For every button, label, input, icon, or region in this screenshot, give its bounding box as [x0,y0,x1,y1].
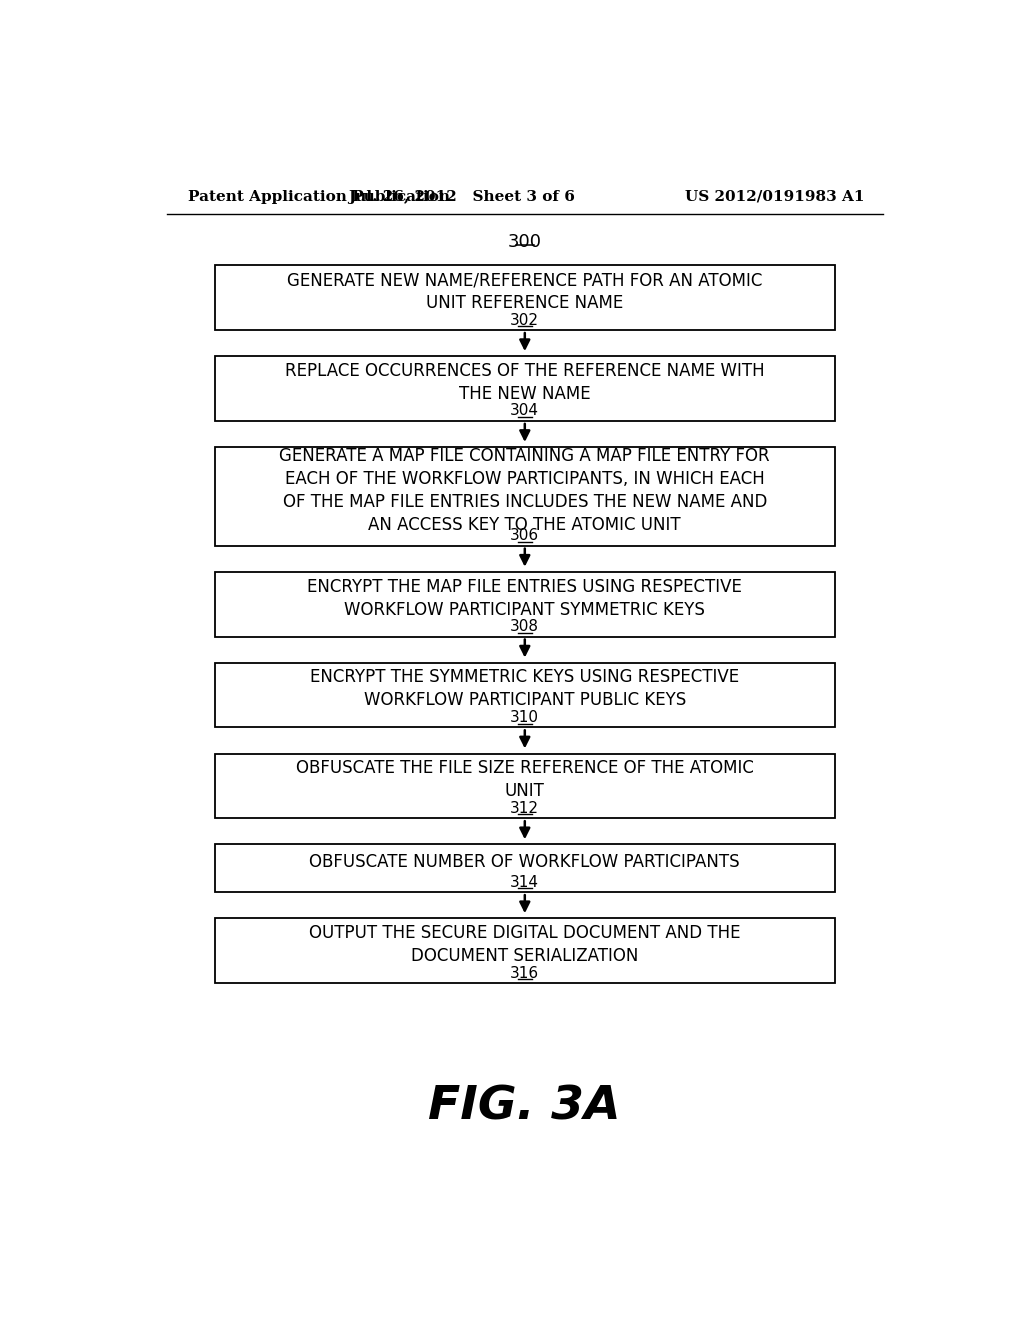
Text: OBFUSCATE THE FILE SIZE REFERENCE OF THE ATOMIC
UNIT: OBFUSCATE THE FILE SIZE REFERENCE OF THE… [296,759,754,800]
Text: GENERATE A MAP FILE CONTAINING A MAP FILE ENTRY FOR
EACH OF THE WORKFLOW PARTICI: GENERATE A MAP FILE CONTAINING A MAP FIL… [280,447,770,533]
Text: 316: 316 [510,965,540,981]
Text: 310: 310 [510,710,540,725]
Text: 302: 302 [510,313,540,327]
Bar [215,663,835,727]
Text: 300: 300 [508,234,542,251]
Text: Patent Application Publication: Patent Application Publication [188,190,451,203]
Text: REPLACE OCCURRENCES OF THE REFERENCE NAME WITH
THE NEW NAME: REPLACE OCCURRENCES OF THE REFERENCE NAM… [285,362,765,403]
Text: ENCRYPT THE MAP FILE ENTRIES USING RESPECTIVE
WORKFLOW PARTICIPANT SYMMETRIC KEY: ENCRYPT THE MAP FILE ENTRIES USING RESPE… [307,578,742,619]
Text: 304: 304 [510,404,540,418]
Bar [215,919,835,983]
Text: 314: 314 [510,875,540,890]
Bar [215,265,835,330]
Text: OBFUSCATE NUMBER OF WORKFLOW PARTICIPANTS: OBFUSCATE NUMBER OF WORKFLOW PARTICIPANT… [309,853,740,871]
Bar [215,754,835,818]
Text: 312: 312 [510,801,540,816]
Text: FIG. 3A: FIG. 3A [428,1085,622,1130]
Bar [215,572,835,636]
Text: GENERATE NEW NAME/REFERENCE PATH FOR AN ATOMIC
UNIT REFERENCE NAME: GENERATE NEW NAME/REFERENCE PATH FOR AN … [287,271,763,312]
Text: 308: 308 [510,619,540,634]
Bar [215,447,835,545]
Text: Jul. 26, 2012   Sheet 3 of 6: Jul. 26, 2012 Sheet 3 of 6 [348,190,574,203]
Bar [215,356,835,421]
Text: US 2012/0191983 A1: US 2012/0191983 A1 [685,190,864,203]
Text: 306: 306 [510,528,540,544]
Text: ENCRYPT THE SYMMETRIC KEYS USING RESPECTIVE
WORKFLOW PARTICIPANT PUBLIC KEYS: ENCRYPT THE SYMMETRIC KEYS USING RESPECT… [310,668,739,709]
Bar [215,845,835,892]
Text: OUTPUT THE SECURE DIGITAL DOCUMENT AND THE
DOCUMENT SERIALIZATION: OUTPUT THE SECURE DIGITAL DOCUMENT AND T… [309,924,740,965]
